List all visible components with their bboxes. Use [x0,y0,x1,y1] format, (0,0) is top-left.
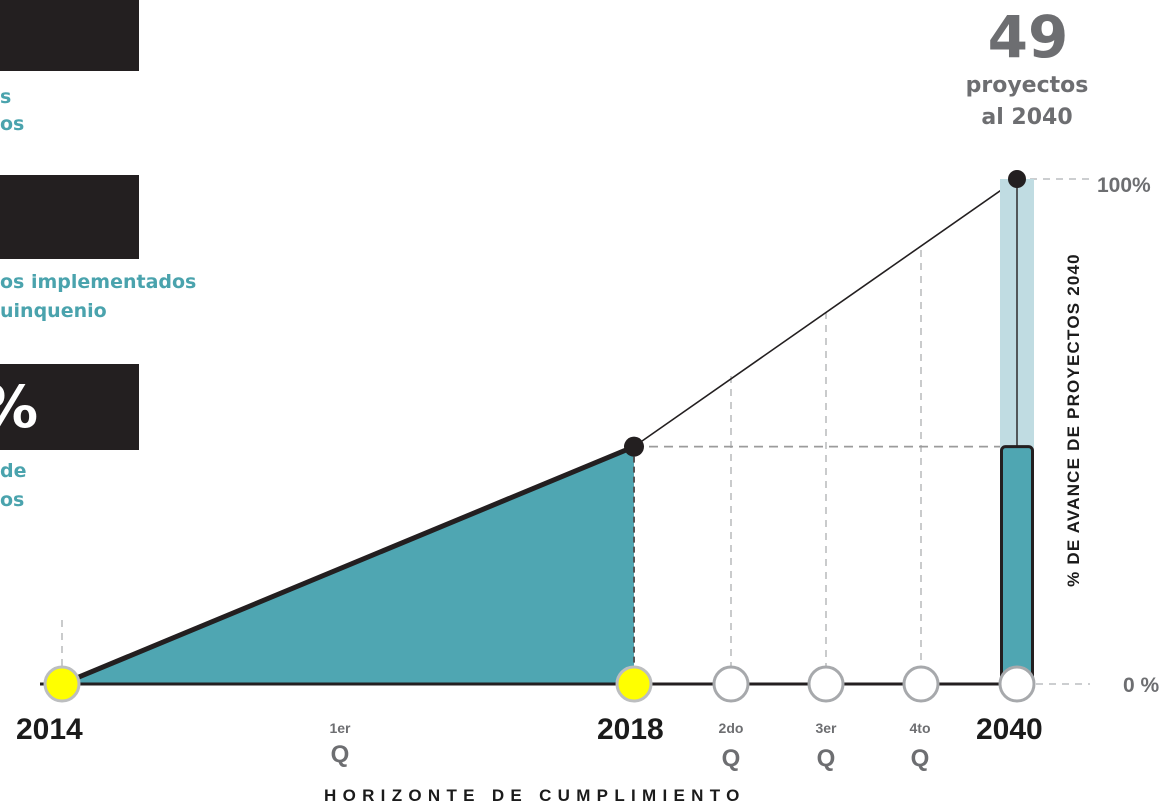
stat3-caption-line1: de [0,460,27,482]
chart-dots [43,170,1036,703]
quarter-3-sup: 3er [815,720,837,736]
total-projects-caption: proyectos al 2040 [945,70,1109,134]
stat1-block [0,0,139,71]
timeline-dot-2040 [998,665,1036,703]
total-line1: proyectos [965,73,1089,98]
stat3-block: % [0,364,139,450]
x-label-2014: 2014 [16,713,83,746]
x-label-2018: 2018 [597,713,664,746]
quarter-label-3: 3er Q [796,719,856,773]
stat1-caption-line2: os [0,113,25,135]
timeline-dot-quarter-4 [902,665,940,703]
y-tick-100: 100% [1097,174,1151,197]
progress-line-actual [61,444,635,687]
stat2-caption-line1: os implementados [0,271,197,293]
projection-line [633,178,1018,448]
x-label-2040: 2040 [976,713,1043,746]
point-2018 [624,436,644,457]
quarter-1-sup: 1er [329,720,351,736]
quarter-4-q: Q [910,745,930,772]
point-2040 [1008,170,1026,188]
quarter-3-q: Q [816,745,836,772]
quarter-2-sup: 2do [718,720,744,736]
quarter-label-2: 2do Q [701,719,761,773]
stat3-value: % [0,377,38,437]
stat1-caption-line1: s [0,86,12,108]
stat3-caption-line2: os [0,489,25,511]
timeline-dot-2014 [43,665,81,703]
timeline-dot-quarter-2 [712,665,750,703]
stat2-block [0,175,139,259]
stat1-caption: s os [0,84,24,138]
x-axis-title: HORIZONTE DE CUMPLIMIENTO [324,786,746,805]
quarter-label-1: 1er Q [310,719,370,769]
chart-marks [40,178,1034,687]
quarter-2-q: Q [721,745,741,772]
quarter-label-4: 4to Q [890,719,950,773]
y-tick-0: 0 % [1123,674,1160,697]
timeline-dot-2018 [615,665,653,703]
stat2-caption: os implementados uinquenio [0,268,196,326]
quarter-1-q: Q [330,741,350,768]
y-axis-title-text: % DE AVANCE DE PROYECTOS 2040 [1064,253,1083,587]
total-projects-number: 49 [987,3,1069,71]
stat3-caption: de os [0,457,27,515]
stat2-caption-line2: uinquenio [0,300,107,322]
timeline-dot-quarter-3 [807,665,845,703]
bar-2040-achieved [1000,445,1034,686]
total-line2: al 2040 [981,105,1073,130]
quarter-4-sup: 4to [909,720,931,736]
